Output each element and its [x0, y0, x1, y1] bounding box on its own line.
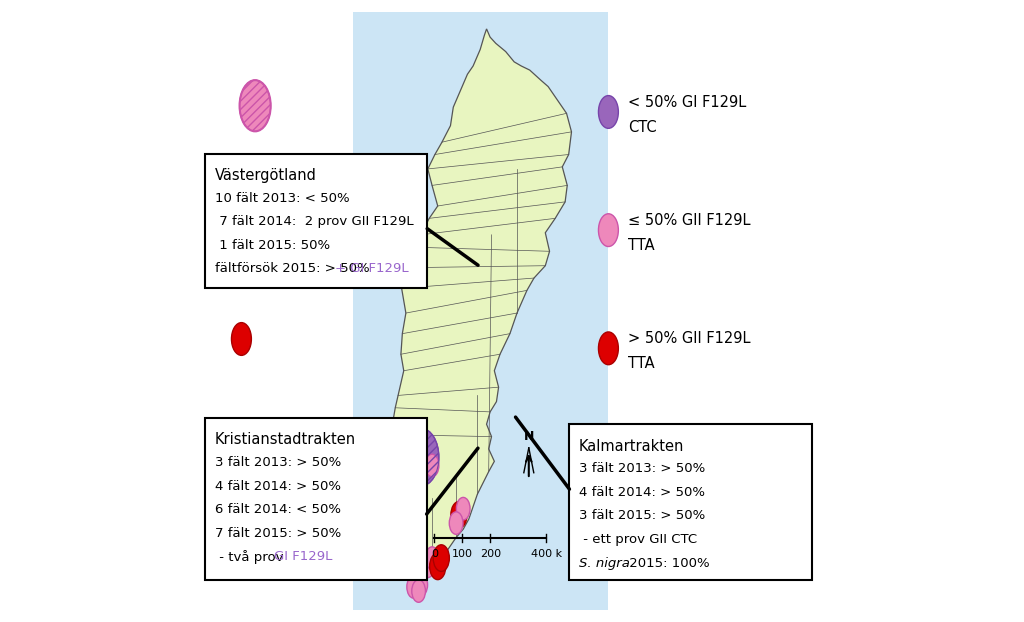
Text: GI F129L: GI F129L — [273, 550, 332, 564]
Ellipse shape — [425, 547, 439, 569]
Ellipse shape — [412, 580, 425, 602]
Text: 3 fält 2015: > 50%: 3 fält 2015: > 50% — [579, 509, 705, 522]
Text: Kalmartrakten: Kalmartrakten — [579, 439, 684, 453]
Text: 2015: 100%: 2015: 100% — [626, 557, 710, 570]
Ellipse shape — [457, 498, 470, 520]
FancyBboxPatch shape — [353, 12, 608, 610]
Ellipse shape — [414, 573, 428, 596]
Ellipse shape — [425, 454, 439, 476]
Ellipse shape — [417, 547, 430, 569]
Text: 7 fält 2015: > 50%: 7 fält 2015: > 50% — [215, 527, 341, 540]
Ellipse shape — [231, 323, 251, 355]
Text: TTA: TTA — [628, 238, 654, 253]
Text: - ett prov GII CTC: - ett prov GII CTC — [579, 533, 696, 546]
Text: 3 fält 2013: > 50%: 3 fält 2013: > 50% — [215, 456, 341, 469]
Text: 400 k: 400 k — [530, 549, 562, 559]
Ellipse shape — [417, 441, 432, 465]
Text: 3 fält 2013: > 50%: 3 fält 2013: > 50% — [579, 462, 705, 475]
Ellipse shape — [409, 549, 422, 572]
Ellipse shape — [598, 332, 618, 364]
Text: Västergötland: Västergötland — [215, 168, 316, 183]
Text: 100: 100 — [452, 549, 473, 559]
Text: N: N — [523, 430, 534, 443]
Ellipse shape — [410, 570, 423, 592]
Text: + GI F129L: + GI F129L — [335, 262, 409, 276]
Polygon shape — [385, 29, 571, 585]
Text: < 50% GI F129L: < 50% GI F129L — [628, 95, 745, 110]
FancyBboxPatch shape — [206, 418, 427, 580]
Text: 0: 0 — [431, 549, 437, 559]
Ellipse shape — [451, 501, 467, 528]
Ellipse shape — [414, 449, 429, 473]
Ellipse shape — [411, 443, 425, 467]
Text: Kristianstadtrakten: Kristianstadtrakten — [215, 432, 355, 447]
Ellipse shape — [598, 96, 618, 128]
Ellipse shape — [421, 555, 434, 578]
Text: 4 fält 2014: > 50%: 4 fält 2014: > 50% — [579, 486, 705, 499]
Text: S. nigra: S. nigra — [579, 557, 630, 570]
Text: TTA: TTA — [628, 356, 654, 371]
FancyBboxPatch shape — [569, 424, 812, 580]
Ellipse shape — [598, 214, 618, 246]
Ellipse shape — [240, 80, 270, 131]
Text: 6 fält 2014: < 50%: 6 fält 2014: < 50% — [215, 503, 341, 516]
Text: CTC: CTC — [628, 120, 656, 135]
Ellipse shape — [404, 429, 439, 486]
Text: 1 fält 2015: 50%: 1 fält 2015: 50% — [215, 239, 330, 252]
Ellipse shape — [421, 448, 434, 470]
Text: > 50% GII F129L: > 50% GII F129L — [628, 332, 751, 346]
Text: ≤ 50% GII F129L: ≤ 50% GII F129L — [628, 213, 751, 228]
Text: 7 fält 2014:  2 prov GII F129L: 7 fält 2014: 2 prov GII F129L — [215, 215, 414, 228]
Ellipse shape — [407, 575, 421, 598]
Text: 10 fält 2013: < 50%: 10 fält 2013: < 50% — [215, 192, 349, 205]
Text: 200: 200 — [479, 549, 501, 559]
Ellipse shape — [433, 545, 450, 572]
FancyBboxPatch shape — [206, 154, 427, 288]
Text: fältförsök 2015: > 50%: fältförsök 2015: > 50% — [215, 262, 374, 276]
Text: - två prov: - två prov — [215, 550, 288, 564]
Ellipse shape — [430, 553, 445, 580]
Ellipse shape — [450, 512, 463, 534]
Ellipse shape — [413, 555, 426, 578]
Text: 4 fält 2014: > 50%: 4 fält 2014: > 50% — [215, 480, 341, 493]
